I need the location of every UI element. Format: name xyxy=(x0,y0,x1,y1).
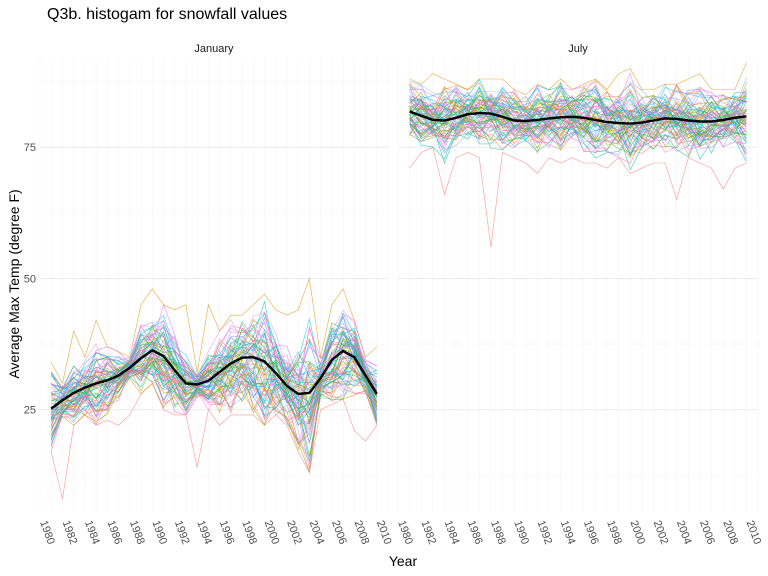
x-tick-label: 1982 xyxy=(60,519,80,546)
station-line xyxy=(409,98,747,132)
station-line xyxy=(51,371,378,458)
station-line xyxy=(51,314,378,392)
station-line xyxy=(50,369,378,470)
station-line xyxy=(50,355,378,473)
station-line xyxy=(409,63,747,96)
station-line xyxy=(409,122,747,171)
x-tick-label: 2006 xyxy=(697,519,717,546)
x-tick-label: 1996 xyxy=(581,519,601,546)
x-tick-label: 1982 xyxy=(418,519,438,546)
panel-july: July 1980 1982 1984 1986 1988 1990 1992 1994 1996… xyxy=(395,43,763,546)
station-line xyxy=(409,82,747,120)
x-tick-label: 2008 xyxy=(720,519,740,546)
x-tick-label: 1980 xyxy=(395,519,415,546)
y-tick-label: 25 xyxy=(24,405,36,417)
x-tick-label: 1990 xyxy=(149,519,169,546)
x-tick-label: 1986 xyxy=(105,519,125,546)
station-line xyxy=(409,119,747,164)
station-line xyxy=(50,334,378,418)
x-tick-label: 2000 xyxy=(262,519,282,546)
station-line xyxy=(409,119,747,154)
y-tick-label: 50 xyxy=(24,273,36,285)
x-tick-label: 1988 xyxy=(127,519,147,546)
station-line xyxy=(51,355,378,461)
station-line xyxy=(50,365,378,473)
station-line xyxy=(50,356,378,457)
station-line xyxy=(409,83,747,121)
x-tick-label: 2002 xyxy=(651,519,671,546)
facet-label: July xyxy=(568,43,588,55)
x-tick-label: 1996 xyxy=(217,519,237,546)
station-line xyxy=(409,78,747,114)
station-line xyxy=(409,146,747,247)
station-line xyxy=(409,96,747,137)
x-tick-label: 1994 xyxy=(558,519,578,546)
x-tick-label: 1980 xyxy=(37,519,57,546)
x-tick-label: 1992 xyxy=(535,519,555,546)
station-line xyxy=(409,112,747,149)
station-line xyxy=(50,360,378,445)
x-tick-label: 2010 xyxy=(744,519,764,546)
x-axis-label: Year xyxy=(389,553,418,569)
station-line xyxy=(409,101,747,136)
facet-label: January xyxy=(194,43,234,55)
x-tick-label: 1998 xyxy=(604,519,624,546)
station-line xyxy=(50,350,378,443)
x-tick-label: 2000 xyxy=(627,519,647,546)
x-tick-label: 2004 xyxy=(674,519,694,546)
station-line xyxy=(50,362,378,440)
x-tick-label: 1988 xyxy=(488,519,508,546)
station-line xyxy=(51,303,377,393)
station-line xyxy=(51,324,378,397)
x-tick-label: 2002 xyxy=(284,519,304,546)
chart-title: Q3b. histogam for snowfall values xyxy=(47,6,288,23)
x-tick-label: 2004 xyxy=(307,519,327,546)
x-tick-label: 2006 xyxy=(329,519,349,546)
station-line xyxy=(409,80,747,120)
station-line xyxy=(50,278,378,385)
x-tick-label: 1992 xyxy=(172,519,192,546)
x-tick-label: 1984 xyxy=(442,519,462,546)
x-tick-label: 2010 xyxy=(374,519,394,546)
station-line xyxy=(50,382,378,499)
station-line xyxy=(409,121,747,156)
smooth-trend-line xyxy=(409,110,747,125)
x-tick-label: 1998 xyxy=(239,519,259,546)
smooth-trend-line xyxy=(50,349,378,410)
x-tick-label: 2008 xyxy=(352,519,372,546)
station-line xyxy=(50,361,378,429)
x-tick-label: 1984 xyxy=(82,519,102,546)
station-line xyxy=(409,95,747,132)
x-tick-label: 1994 xyxy=(194,519,214,546)
x-tick-label: 1990 xyxy=(511,519,531,546)
y-axis-label: Average Max Temp (degree F) xyxy=(6,189,22,378)
x-tick-label: 1986 xyxy=(465,519,485,546)
station-line xyxy=(409,72,747,116)
y-tick-label: 75 xyxy=(24,142,36,154)
